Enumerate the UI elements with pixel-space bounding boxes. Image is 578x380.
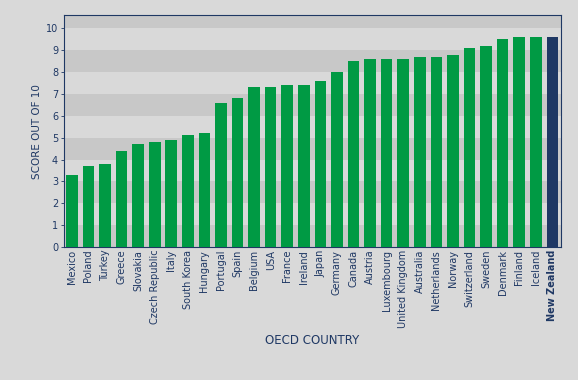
- Bar: [116, 151, 127, 247]
- Bar: [281, 85, 293, 247]
- Bar: [398, 59, 409, 247]
- Bar: [414, 57, 425, 247]
- Bar: [431, 57, 442, 247]
- Bar: [464, 48, 475, 247]
- Bar: [480, 46, 492, 247]
- Bar: [381, 59, 392, 247]
- Bar: [249, 87, 260, 247]
- Bar: [331, 72, 343, 247]
- Bar: [232, 98, 243, 247]
- Bar: [64, 160, 561, 181]
- Bar: [64, 116, 561, 138]
- Bar: [497, 39, 509, 247]
- Bar: [64, 28, 561, 50]
- Bar: [64, 203, 561, 225]
- Bar: [149, 142, 161, 247]
- Bar: [348, 61, 360, 247]
- Bar: [265, 87, 276, 247]
- Bar: [199, 133, 210, 247]
- Bar: [215, 103, 227, 247]
- Bar: [99, 164, 111, 247]
- Bar: [513, 37, 525, 247]
- Bar: [64, 225, 561, 247]
- Y-axis label: SCORE OUT OF 10: SCORE OUT OF 10: [32, 84, 42, 179]
- Bar: [447, 55, 459, 247]
- Bar: [364, 59, 376, 247]
- Bar: [132, 144, 144, 247]
- Bar: [64, 181, 561, 203]
- Bar: [66, 175, 77, 247]
- Bar: [165, 140, 177, 247]
- X-axis label: OECD COUNTRY: OECD COUNTRY: [265, 334, 360, 347]
- Bar: [83, 166, 94, 247]
- Bar: [298, 85, 310, 247]
- Bar: [64, 72, 561, 94]
- Bar: [182, 136, 194, 247]
- Bar: [64, 50, 561, 72]
- Bar: [64, 138, 561, 160]
- Bar: [530, 37, 542, 247]
- Bar: [64, 6, 561, 28]
- Bar: [547, 37, 558, 247]
- Bar: [64, 94, 561, 116]
- Bar: [314, 81, 326, 247]
